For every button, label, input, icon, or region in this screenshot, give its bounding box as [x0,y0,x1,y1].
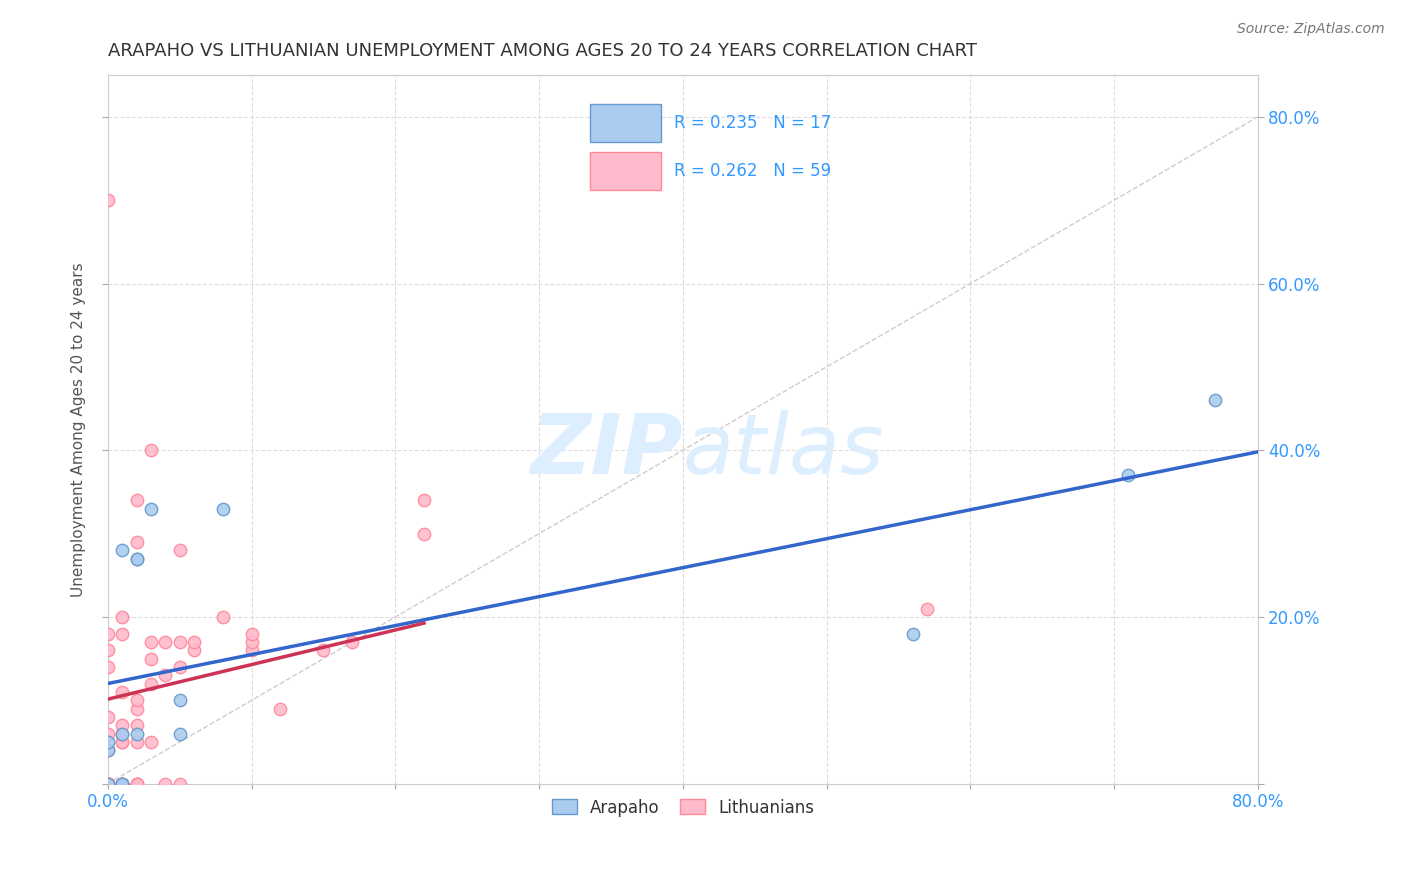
Text: atlas: atlas [683,410,884,491]
Point [97,727,120,741]
Point [111,777,134,791]
Point [139,735,162,749]
Point [340,635,363,649]
Point [111,685,134,699]
Point [915,601,938,615]
Point [169,693,191,707]
Point [125,493,148,508]
Point [155,635,177,649]
Point [413,493,436,508]
Point [169,777,191,791]
Point [211,610,233,624]
Point [111,718,134,732]
Text: Source: ZipAtlas.com: Source: ZipAtlas.com [1237,22,1385,37]
Point [111,735,134,749]
Point [139,651,162,665]
Point [169,660,191,674]
Point [169,543,191,558]
Point [125,718,148,732]
Point [97,626,120,640]
Point [97,777,120,791]
Point [97,193,120,207]
Point [111,735,134,749]
Point [901,626,924,640]
Point [240,643,263,657]
Point [97,777,120,791]
Point [97,743,120,757]
Point [169,727,191,741]
Point [139,501,162,516]
Point [155,668,177,682]
Point [111,777,134,791]
Point [125,535,148,549]
Point [125,777,148,791]
Point [97,643,120,657]
Point [211,501,233,516]
Point [240,635,263,649]
Point [111,543,134,558]
Point [97,777,120,791]
Point [111,777,134,791]
Point [111,610,134,624]
Point [97,660,120,674]
Point [240,626,263,640]
Point [111,626,134,640]
Y-axis label: Unemployment Among Ages 20 to 24 years: Unemployment Among Ages 20 to 24 years [72,262,86,597]
Point [97,777,120,791]
Point [125,551,148,566]
Point [111,727,134,741]
Point [111,777,134,791]
Point [183,635,205,649]
Point [97,743,120,757]
Point [1204,393,1226,408]
Point [97,777,120,791]
Point [139,676,162,690]
Point [269,702,291,716]
Point [413,526,436,541]
Point [1118,468,1140,483]
Point [97,777,120,791]
Text: ARAPAHO VS LITHUANIAN UNEMPLOYMENT AMONG AGES 20 TO 24 YEARS CORRELATION CHART: ARAPAHO VS LITHUANIAN UNEMPLOYMENT AMONG… [108,42,977,60]
Point [139,635,162,649]
Point [125,727,148,741]
Point [97,777,120,791]
Point [111,777,134,791]
Point [183,643,205,657]
Point [125,777,148,791]
Point [125,777,148,791]
Point [97,710,120,724]
Point [139,443,162,458]
Point [169,635,191,649]
Point [312,643,335,657]
Point [125,735,148,749]
Point [125,702,148,716]
Text: ZIP: ZIP [530,410,683,491]
Point [111,727,134,741]
Point [125,551,148,566]
Point [97,735,120,749]
Point [111,777,134,791]
Point [125,693,148,707]
Legend: Arapaho, Lithuanians: Arapaho, Lithuanians [543,790,823,825]
Point [155,777,177,791]
Point [97,777,120,791]
Point [97,777,120,791]
